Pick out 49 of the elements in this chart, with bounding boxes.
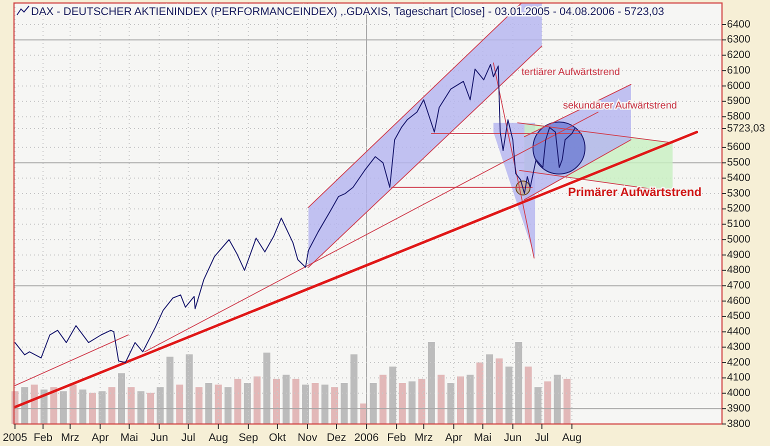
y-tick-label: 4700 — [727, 279, 751, 292]
y-tick-label: 4400 — [727, 326, 751, 338]
x-tick-label: Mai — [474, 432, 492, 444]
y-tick-label: 4200 — [727, 356, 751, 368]
x-tick-label: Okt — [268, 432, 286, 444]
y-tick-label: 5900 — [727, 95, 751, 108]
y-tick-label: 4300 — [727, 340, 751, 353]
x-tick-label: Feb — [387, 432, 406, 444]
x-tick-label: Apr — [92, 432, 110, 444]
y-tick-label: 5723,03 — [727, 122, 766, 134]
y-tick-label: 6000 — [727, 80, 751, 92]
x-tick-label: Feb — [34, 432, 53, 444]
y-tick-label: 4900 — [727, 248, 751, 261]
annotation: tertiärer Aufwärtstrend — [522, 66, 620, 78]
x-tick-label: 2005 — [2, 432, 28, 444]
y-tick-label: 4800 — [727, 264, 751, 276]
y-tick-label: 6300 — [727, 34, 751, 46]
x-tick-label: 2006 — [354, 432, 379, 444]
y-tick-label: 6100 — [727, 64, 751, 76]
x-tick-label: Aug — [562, 432, 582, 444]
y-tick-label: 4100 — [727, 372, 751, 384]
x-tick-label: Mrz — [61, 432, 80, 444]
y-tick-label: 6200 — [727, 49, 751, 62]
y-tick-label: 5200 — [727, 202, 751, 215]
x-tick-label: Mai — [120, 432, 138, 444]
x-tick-label: Nov — [298, 432, 318, 444]
x-tick-label: Sep — [238, 432, 258, 444]
x-tick-label: Jul — [181, 432, 196, 444]
y-tick-label: 5100 — [727, 218, 751, 230]
x-tick-label: Aug — [208, 432, 228, 444]
y-tick-label: 5600 — [727, 141, 751, 154]
x-tick-label: Jun — [504, 432, 522, 444]
y-tick-label: 4600 — [727, 294, 751, 307]
x-tick-label: Apr — [445, 432, 463, 444]
x-tick-label: Mrz — [414, 432, 433, 444]
y-tick-label: 5800 — [727, 110, 751, 122]
x-tick-label: Jun — [150, 432, 168, 444]
y-tick-label: 3900 — [727, 402, 751, 414]
y-tick-label: 6400 — [727, 18, 751, 30]
y-tick-label: 4000 — [727, 387, 751, 400]
y-tick-label: 5500 — [727, 156, 751, 169]
y-tick-label: 5300 — [727, 187, 751, 200]
y-tick-label: 3800 — [727, 418, 751, 430]
y-tick-label: 4500 — [727, 310, 751, 322]
y-tick-label: 5000 — [727, 233, 751, 246]
x-tick-label: Dez — [326, 432, 346, 444]
y-tick-label: 5400 — [727, 172, 751, 184]
annotation: Primärer Aufwärtstrend — [568, 185, 702, 200]
x-tick-label: Jul — [534, 432, 549, 444]
